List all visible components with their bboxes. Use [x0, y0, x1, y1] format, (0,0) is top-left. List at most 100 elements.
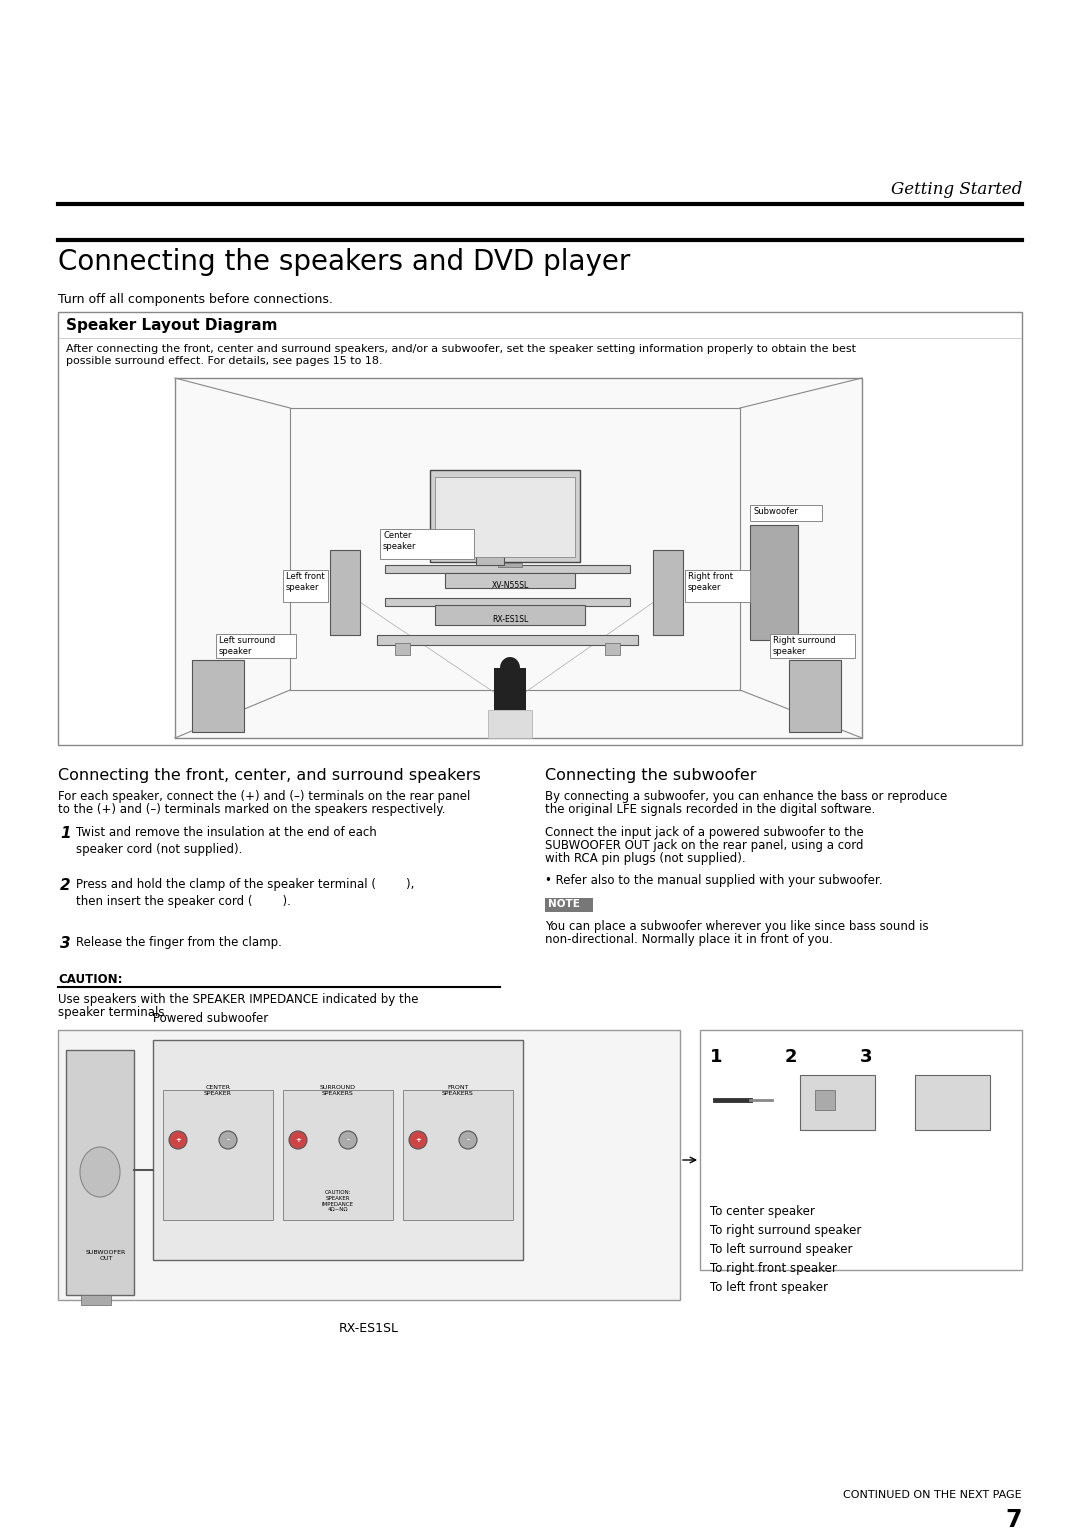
Text: -: - — [347, 1138, 350, 1144]
Text: -: - — [467, 1138, 470, 1144]
Text: Connect the input jack of a powered subwoofer to the: Connect the input jack of a powered subw… — [545, 827, 864, 839]
Text: NOTE: NOTE — [548, 899, 580, 909]
Bar — [58, 312, 1022, 746]
Text: CENTER
SPEAKER: CENTER SPEAKER — [204, 1085, 232, 1096]
Text: Press and hold the clamp of the speaker terminal (        ),
then insert the spe: Press and hold the clamp of the speaker … — [76, 877, 415, 908]
Bar — [915, 1075, 990, 1130]
Bar — [283, 570, 328, 602]
Bar — [330, 550, 360, 635]
Bar — [192, 660, 244, 732]
Bar — [800, 1075, 875, 1130]
Bar — [384, 599, 630, 606]
Text: To right surround speaker: To right surround speaker — [710, 1223, 862, 1237]
Text: speaker terminals.: speaker terminals. — [58, 1006, 168, 1020]
Bar — [435, 478, 575, 557]
Bar — [81, 1295, 111, 1304]
Bar — [395, 643, 410, 655]
Text: By connecting a subwoofer, you can enhance the bass or reproduce: By connecting a subwoofer, you can enhan… — [545, 790, 947, 802]
Text: Connecting the speakers and DVD player: Connecting the speakers and DVD player — [58, 248, 631, 276]
Text: 1          2          3: 1 2 3 — [710, 1049, 873, 1066]
Text: CONTINUED ON THE NEXT PAGE: CONTINUED ON THE NEXT PAGE — [843, 1490, 1022, 1500]
Bar — [750, 505, 822, 521]
Text: Right front
speaker: Right front speaker — [688, 573, 733, 592]
Text: 2: 2 — [60, 877, 70, 893]
Text: Speaker Layout Diagram: Speaker Layout Diagram — [66, 318, 278, 334]
Text: Turn off all components before connections.: Turn off all components before connectio… — [58, 292, 333, 306]
Text: SUBWOOFER
OUT: SUBWOOFER OUT — [86, 1249, 126, 1262]
Ellipse shape — [80, 1147, 120, 1197]
Bar — [498, 563, 522, 566]
Text: 7: 7 — [1005, 1508, 1022, 1531]
Bar — [430, 470, 580, 562]
Text: Right surround
speaker: Right surround speaker — [773, 635, 836, 657]
Text: CAUTION:
SPEAKER
IMPEDANCE
4Ω~NΩ: CAUTION: SPEAKER IMPEDANCE 4Ω~NΩ — [322, 1190, 354, 1213]
Bar — [494, 668, 526, 710]
Text: To left front speaker: To left front speaker — [710, 1281, 828, 1294]
Text: Use speakers with the SPEAKER IMPEDANCE indicated by the: Use speakers with the SPEAKER IMPEDANCE … — [58, 994, 419, 1006]
Bar — [380, 530, 474, 559]
Ellipse shape — [289, 1131, 307, 1148]
Bar — [685, 570, 750, 602]
Text: Getting Started: Getting Started — [891, 181, 1022, 197]
Text: To center speaker: To center speaker — [710, 1205, 815, 1219]
Bar — [488, 710, 532, 738]
Bar — [58, 1030, 680, 1300]
Bar — [750, 525, 798, 640]
Bar — [384, 565, 630, 573]
Ellipse shape — [339, 1131, 357, 1148]
Bar — [770, 634, 855, 658]
Bar — [653, 550, 683, 635]
Text: the original LFE signals recorded in the digital software.: the original LFE signals recorded in the… — [545, 802, 875, 816]
Bar — [476, 527, 504, 565]
Text: XV-N55SL: XV-N55SL — [491, 580, 528, 589]
Text: non-directional. Normally place it in front of you.: non-directional. Normally place it in fr… — [545, 932, 833, 946]
Text: SUBWOOFER OUT jack on the rear panel, using a cord: SUBWOOFER OUT jack on the rear panel, us… — [545, 839, 864, 851]
Text: Left front
speaker: Left front speaker — [286, 573, 325, 592]
Ellipse shape — [409, 1131, 427, 1148]
Text: Release the finger from the clamp.: Release the finger from the clamp. — [76, 935, 282, 949]
Text: Connecting the subwoofer: Connecting the subwoofer — [545, 769, 756, 782]
Bar — [283, 1090, 393, 1220]
Text: For each speaker, connect the (+) and (–) terminals on the rear panel: For each speaker, connect the (+) and (–… — [58, 790, 471, 802]
Ellipse shape — [219, 1131, 237, 1148]
Bar — [377, 635, 638, 645]
Text: Subwoofer: Subwoofer — [753, 507, 798, 516]
Bar — [435, 605, 585, 625]
Text: SURROUND
SPEAKERS: SURROUND SPEAKERS — [320, 1085, 356, 1096]
Bar — [445, 573, 575, 588]
Text: RX-ES1SL: RX-ES1SL — [491, 615, 528, 625]
Text: 1: 1 — [60, 827, 70, 841]
Ellipse shape — [500, 657, 519, 680]
Bar — [789, 660, 841, 732]
Bar — [815, 1090, 835, 1110]
Text: RX-ES1SL: RX-ES1SL — [339, 1321, 399, 1335]
Bar — [605, 643, 620, 655]
Bar — [163, 1090, 273, 1220]
Text: FRONT
SPEAKERS: FRONT SPEAKERS — [442, 1085, 474, 1096]
Bar — [153, 1040, 523, 1260]
Text: Connecting the front, center, and surround speakers: Connecting the front, center, and surrou… — [58, 769, 481, 782]
Bar — [216, 634, 296, 658]
Text: Twist and remove the insulation at the end of each
speaker cord (not supplied).: Twist and remove the insulation at the e… — [76, 827, 377, 856]
Text: to the (+) and (–) terminals marked on the speakers respectively.: to the (+) and (–) terminals marked on t… — [58, 802, 446, 816]
Text: Powered subwoofer: Powered subwoofer — [153, 1012, 268, 1024]
Ellipse shape — [459, 1131, 477, 1148]
Text: CAUTION:: CAUTION: — [58, 974, 122, 986]
Text: +: + — [295, 1138, 301, 1144]
Text: -: - — [227, 1138, 229, 1144]
Text: with RCA pin plugs (not supplied).: with RCA pin plugs (not supplied). — [545, 851, 745, 865]
Bar — [175, 378, 862, 738]
Text: Center
speaker: Center speaker — [383, 531, 417, 551]
Bar — [403, 1090, 513, 1220]
Bar — [66, 1050, 134, 1295]
Text: To left surround speaker: To left surround speaker — [710, 1243, 852, 1255]
Bar — [700, 1030, 1022, 1271]
Text: 3: 3 — [60, 935, 70, 951]
Text: You can place a subwoofer wherever you like since bass sound is: You can place a subwoofer wherever you l… — [545, 920, 929, 932]
Text: possible surround effect. For details, see pages 15 to 18.: possible surround effect. For details, s… — [66, 357, 382, 366]
Text: Left surround
speaker: Left surround speaker — [219, 635, 275, 657]
Text: To right front speaker: To right front speaker — [710, 1262, 837, 1275]
Text: • Refer also to the manual supplied with your subwoofer.: • Refer also to the manual supplied with… — [545, 874, 882, 886]
Text: +: + — [415, 1138, 421, 1144]
Text: After connecting the front, center and surround speakers, and/or a subwoofer, se: After connecting the front, center and s… — [66, 344, 856, 354]
